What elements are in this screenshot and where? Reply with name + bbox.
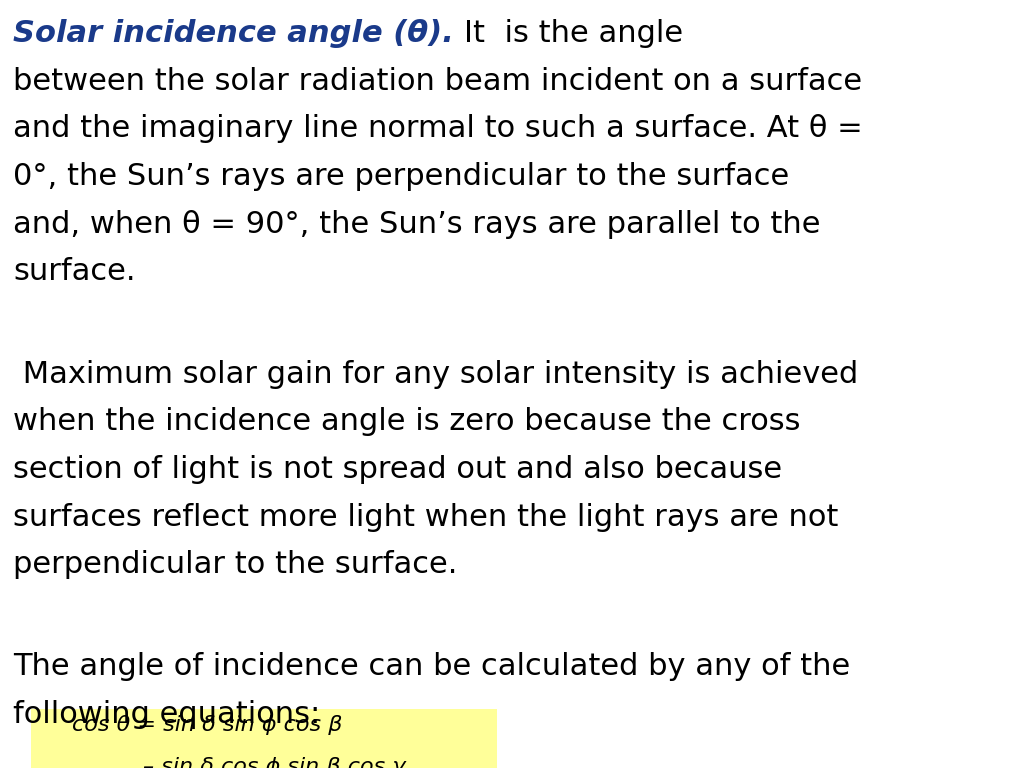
Text: It  is the angle: It is the angle — [425, 19, 683, 48]
Text: – sin δ cos ϕ sin β cos γ: – sin δ cos ϕ sin β cos γ — [143, 756, 406, 768]
Text: perpendicular to the surface.: perpendicular to the surface. — [13, 550, 458, 579]
Text: following equations:: following equations: — [13, 700, 321, 729]
Text: section of light is not spread out and also because: section of light is not spread out and a… — [13, 455, 782, 484]
Text: Maximum solar gain for any solar intensity is achieved: Maximum solar gain for any solar intensi… — [13, 359, 858, 389]
FancyBboxPatch shape — [31, 709, 497, 768]
Text: and, when θ = 90°, the Sun’s rays are parallel to the: and, when θ = 90°, the Sun’s rays are pa… — [13, 210, 821, 239]
Text: 0°, the Sun’s rays are perpendicular to the surface: 0°, the Sun’s rays are perpendicular to … — [13, 162, 790, 191]
Text: and the imaginary line normal to such a surface. At θ =: and the imaginary line normal to such a … — [13, 114, 863, 144]
Text: surfaces reflect more light when the light rays are not: surfaces reflect more light when the lig… — [13, 502, 839, 531]
Text: Solar incidence angle (θ).: Solar incidence angle (θ). — [13, 19, 455, 48]
Text: between the solar radiation beam incident on a surface: between the solar radiation beam inciden… — [13, 67, 862, 96]
Text: The angle of incidence can be calculated by any of the: The angle of incidence can be calculated… — [13, 653, 851, 681]
Text: surface.: surface. — [13, 257, 136, 286]
Text: cos θ = sin δ sin ϕ cos β: cos θ = sin δ sin ϕ cos β — [72, 715, 342, 735]
Text: when the incidence angle is zero because the cross: when the incidence angle is zero because… — [13, 407, 801, 436]
